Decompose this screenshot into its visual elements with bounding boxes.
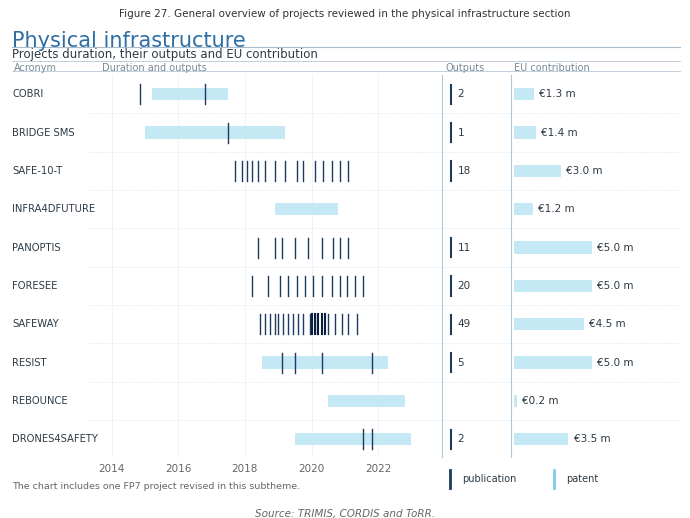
Text: €1.4 m: €1.4 m: [541, 127, 578, 138]
Text: The chart includes one FP7 project revised in this subtheme.: The chart includes one FP7 project revis…: [12, 482, 301, 491]
Text: 2: 2: [457, 434, 464, 444]
Text: INFRA4DFUTURE: INFRA4DFUTURE: [12, 204, 95, 214]
Text: REBOUNCE: REBOUNCE: [12, 396, 68, 406]
Text: €3.5 m: €3.5 m: [573, 434, 610, 444]
Text: €1.2 m: €1.2 m: [538, 204, 575, 214]
Bar: [514, 433, 569, 445]
Bar: [514, 126, 535, 139]
Text: Figure 27. General overview of projects reviewed in the physical infrastructure : Figure 27. General overview of projects …: [119, 9, 571, 19]
Text: €1.3 m: €1.3 m: [540, 89, 576, 99]
Text: Outputs: Outputs: [445, 63, 484, 73]
Bar: [275, 203, 338, 215]
Bar: [514, 241, 591, 254]
Text: 11: 11: [457, 242, 471, 253]
Bar: [328, 395, 405, 407]
Text: 5: 5: [457, 357, 464, 368]
Text: €5.0 m: €5.0 m: [597, 281, 633, 291]
Text: 49: 49: [457, 319, 471, 329]
Bar: [514, 395, 518, 407]
Bar: [514, 318, 584, 330]
Text: €0.2 m: €0.2 m: [522, 396, 559, 406]
Text: Source: TRIMIS, CORDIS and ToRR.: Source: TRIMIS, CORDIS and ToRR.: [255, 509, 435, 518]
Text: €4.5 m: €4.5 m: [589, 319, 626, 329]
Text: EU contribution: EU contribution: [514, 63, 590, 73]
Text: patent: patent: [566, 474, 598, 484]
Text: €3.0 m: €3.0 m: [566, 166, 602, 176]
Text: Physical infrastructure: Physical infrastructure: [12, 31, 246, 51]
Text: Acronym: Acronym: [14, 63, 57, 73]
Text: 18: 18: [457, 166, 471, 176]
Text: RESIST: RESIST: [12, 357, 47, 368]
Text: publication: publication: [462, 474, 517, 484]
Text: COBRI: COBRI: [12, 89, 43, 99]
Bar: [262, 356, 388, 369]
Text: Duration and outputs: Duration and outputs: [102, 63, 207, 73]
Text: 2: 2: [457, 89, 464, 99]
Bar: [514, 280, 591, 292]
Bar: [514, 88, 534, 100]
Text: FORESEE: FORESEE: [12, 281, 58, 291]
Bar: [514, 203, 533, 215]
Text: SAFE-10-T: SAFE-10-T: [12, 166, 63, 176]
Bar: [152, 88, 228, 100]
Text: 20: 20: [457, 281, 471, 291]
Text: €5.0 m: €5.0 m: [597, 357, 633, 368]
Bar: [514, 356, 591, 369]
Text: Projects duration, their outputs and EU contribution: Projects duration, their outputs and EU …: [12, 48, 318, 61]
Text: SAFEWAY: SAFEWAY: [12, 319, 59, 329]
Text: BRIDGE SMS: BRIDGE SMS: [12, 127, 75, 138]
Bar: [514, 165, 560, 177]
Text: PANOPTIS: PANOPTIS: [12, 242, 61, 253]
Bar: [295, 433, 411, 445]
Text: €5.0 m: €5.0 m: [597, 242, 633, 253]
Bar: [145, 126, 285, 139]
Text: DRONES4SAFETY: DRONES4SAFETY: [12, 434, 98, 444]
Text: 1: 1: [457, 127, 464, 138]
